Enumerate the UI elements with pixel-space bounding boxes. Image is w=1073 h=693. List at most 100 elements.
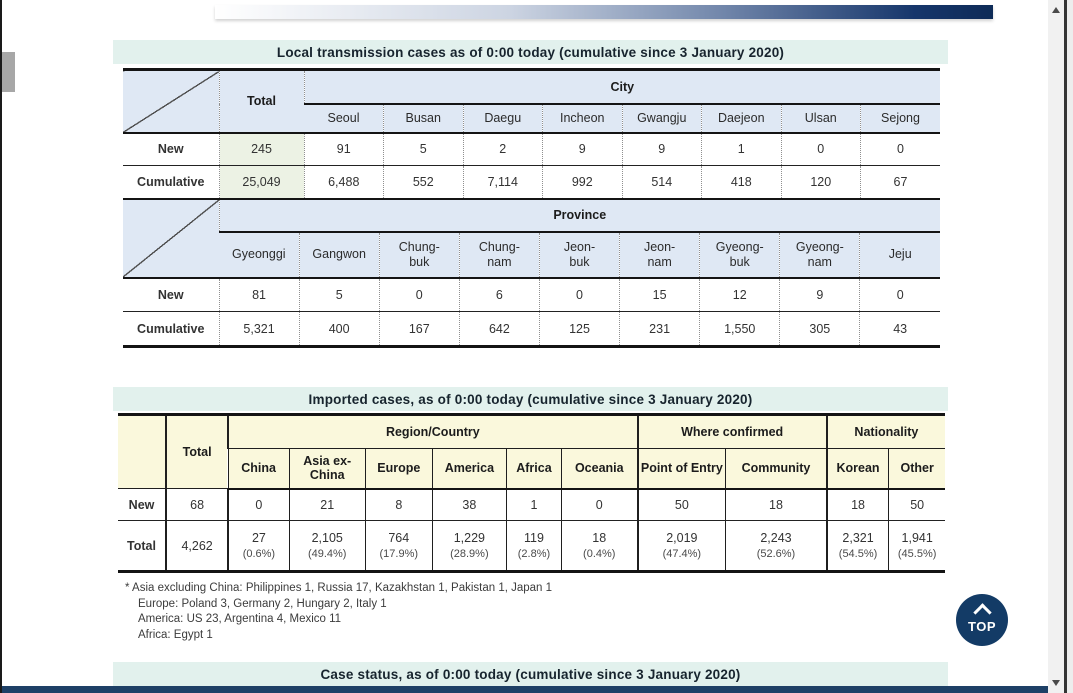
data-cell: 6,488 <box>303 165 384 199</box>
data-cell: 1,550 <box>699 311 780 347</box>
city-group-header: City <box>303 69 940 105</box>
row-label-new: New <box>118 488 167 521</box>
col-jeju: Jeju <box>859 231 940 279</box>
scroll-to-top-button[interactable]: TOP <box>956 594 1008 646</box>
imported-cases-title: Imported cases, as of 0:00 today (cumula… <box>113 387 948 411</box>
data-cell: 9 <box>542 132 622 166</box>
data-cell: 81 <box>218 277 300 312</box>
col-gyeongbuk: Gyeong- buk <box>699 231 780 279</box>
footnote-line: America: US 23, Argentina 4, Mexico 11 <box>138 613 342 625</box>
col-chungnam: Chung- nam <box>458 231 540 279</box>
imported-cases-table: Total Region/Country Where confirmed Nat… <box>118 413 945 573</box>
data-cell: 18 <box>725 488 828 521</box>
col-europe: Europe <box>364 448 433 490</box>
data-cell: 91 <box>303 132 384 166</box>
data-cell: 18 <box>825 488 890 521</box>
data-cell: 400 <box>298 311 380 347</box>
data-cell: 27 (0.6%) <box>227 520 290 572</box>
data-cell: 0 <box>859 277 940 312</box>
col-busan: Busan <box>383 103 463 134</box>
col-gangwon: Gangwon <box>298 231 380 279</box>
col-gyeonggi: Gyeonggi <box>219 231 300 279</box>
data-cell: 50 <box>888 488 945 521</box>
footnote-line: Africa: Egypt 1 <box>138 628 213 641</box>
scrollbar-thumb[interactable] <box>1 52 15 92</box>
section-divider-bar <box>0 686 1048 693</box>
data-cell: 305 <box>779 311 860 347</box>
col-korean: Korean <box>825 448 890 490</box>
imported-corner-cell <box>118 414 167 489</box>
data-cell: 25,049 <box>218 165 304 199</box>
col-daejeon: Daejeon <box>701 103 781 134</box>
diagonal-corner-cell <box>123 69 219 134</box>
data-cell: 12 <box>699 277 780 312</box>
data-cell: 514 <box>621 165 702 199</box>
col-community: Community <box>725 448 828 490</box>
data-cell: 9 <box>779 277 860 312</box>
data-cell: 0 <box>780 132 861 166</box>
local-transmission-tables: Total City Seoul Busan Daegu Incheon Gwa… <box>123 68 940 348</box>
col-oceania: Oceania <box>560 448 639 490</box>
data-cell: 0 <box>378 277 460 312</box>
data-cell: 125 <box>538 311 620 347</box>
local-province-table: Province Gyeonggi Gangwon Chung- buk Chu… <box>123 199 940 348</box>
local-transmission-title: Local transmission cases as of 0:00 toda… <box>113 40 948 64</box>
row-label-total: Total <box>118 520 167 572</box>
scroll-up-icon <box>1052 7 1060 13</box>
col-gwangju: Gwangju <box>621 103 702 134</box>
data-cell: 5 <box>383 132 463 166</box>
data-cell: 1 <box>505 488 562 521</box>
window-left-border <box>0 0 2 693</box>
data-cell: 0 <box>227 488 290 521</box>
row-label-new: New <box>123 277 219 312</box>
region-country-group-header: Region/Country <box>227 414 639 449</box>
col-other: Other <box>888 448 945 490</box>
case-status-title: Case status, as of 0:00 today (cumulativ… <box>113 662 948 686</box>
col-america: America <box>431 448 507 490</box>
data-cell: 9 <box>621 132 702 166</box>
data-cell: 18 (0.4%) <box>560 520 639 572</box>
data-cell: 7,114 <box>462 165 543 199</box>
data-cell: 642 <box>458 311 540 347</box>
row-label-new: New <box>123 132 219 166</box>
data-cell: 43 <box>859 311 940 347</box>
data-cell: 68 <box>165 488 229 521</box>
footnote-line: Europe: Poland 3, Germany 2, Hungary 2, … <box>138 597 387 610</box>
data-cell: 4,262 <box>165 520 229 572</box>
col-daegu: Daegu <box>462 103 543 134</box>
window-outside-area <box>1067 0 1073 693</box>
data-cell: 21 <box>288 488 366 521</box>
data-cell: 6 <box>458 277 540 312</box>
total-column-header: Total <box>218 69 304 134</box>
where-confirmed-group-header: Where confirmed <box>636 414 828 449</box>
scroll-down-icon <box>1052 680 1060 686</box>
col-sejong: Sejong <box>860 103 940 134</box>
col-incheon: Incheon <box>542 103 622 134</box>
window-right-border <box>1064 0 1067 693</box>
scroll-down-button[interactable] <box>1048 675 1064 691</box>
data-cell: 2,105 (49.4%) <box>288 520 366 572</box>
data-cell: 15 <box>619 277 700 312</box>
data-cell: 67 <box>860 165 940 199</box>
vertical-scrollbar[interactable] <box>1048 0 1064 693</box>
province-group-header: Province <box>218 199 940 233</box>
row-label-cumulative: Cumulative <box>137 174 205 189</box>
diagonal-corner-cell <box>123 199 219 279</box>
data-cell: 8 <box>364 488 433 521</box>
imported-footnotes: * Asia excluding China: Philippines 1, R… <box>125 581 552 643</box>
imported-total-header: Total <box>165 414 229 489</box>
data-cell: 2,019 (47.4%) <box>636 520 727 572</box>
data-cell: 418 <box>701 165 781 199</box>
local-city-table: Total City Seoul Busan Daegu Incheon Gwa… <box>123 68 940 200</box>
col-africa: Africa <box>505 448 562 490</box>
row-label-cumulative: Cumulative <box>137 321 205 336</box>
data-cell: 245 <box>218 132 304 166</box>
col-seoul: Seoul <box>304 103 384 134</box>
scroll-up-button[interactable] <box>1048 2 1064 18</box>
data-cell: 764 (17.9%) <box>364 520 433 572</box>
data-cell: 50 <box>636 488 727 521</box>
col-jeonbuk: Jeon- buk <box>538 231 620 279</box>
data-cell: 119 (2.8%) <box>505 520 562 572</box>
top-button-label: TOP <box>968 619 996 634</box>
